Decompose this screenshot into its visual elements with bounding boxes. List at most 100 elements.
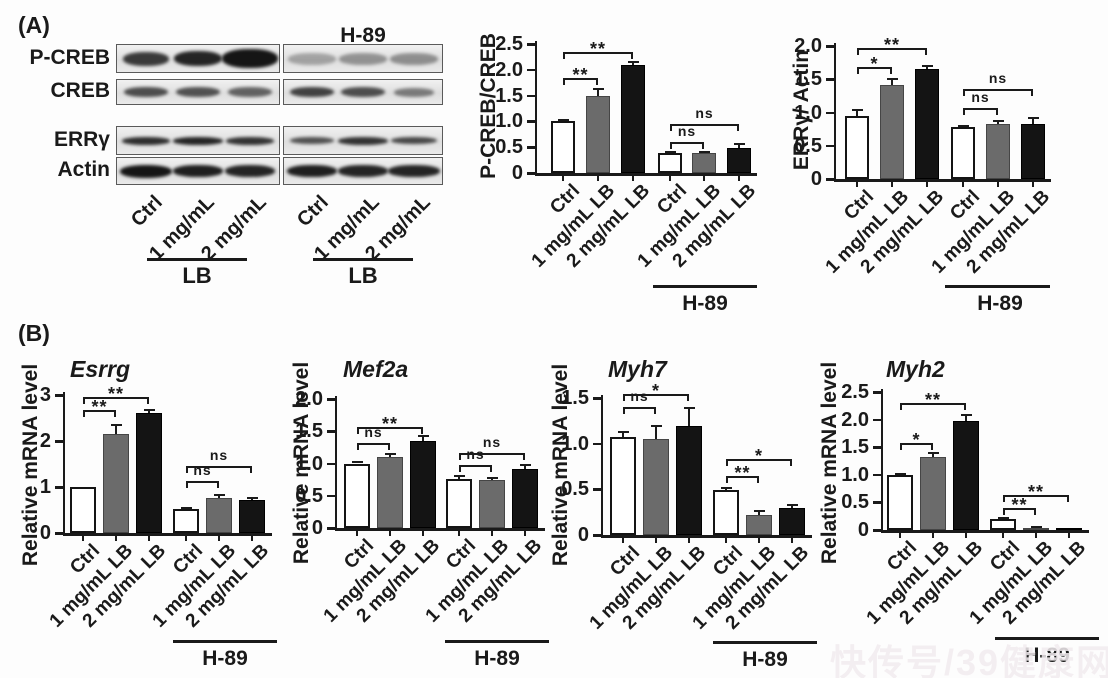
sig-label: **	[924, 390, 941, 411]
sig-label: **	[91, 396, 108, 417]
y-tick-mark	[826, 45, 834, 48]
error-bar-line	[997, 121, 999, 125]
x-tick-mark	[725, 537, 727, 543]
bar-errg-actin-0	[845, 115, 869, 179]
y-axis-title: Relative mRNA level	[19, 363, 42, 567]
bar-myh7-0	[610, 437, 636, 535]
error-bar-cap	[997, 516, 1009, 519]
y-tick-mark	[593, 442, 601, 446]
sig-label: **	[734, 462, 751, 483]
y-tick-mark	[55, 394, 63, 397]
chart-title: Esrrg	[70, 356, 131, 382]
sig-bracket-tick	[623, 407, 625, 415]
y-tick-label: 1.5	[495, 84, 523, 107]
sig-bracket-tick	[702, 142, 704, 150]
sig-bracket-tick	[857, 67, 859, 75]
bar-p-creb-creb-5	[727, 148, 751, 173]
y-tick-mark	[527, 94, 535, 98]
y-tick-mark	[593, 488, 601, 491]
error-bar-line	[632, 62, 634, 65]
error-bar-line	[622, 431, 624, 438]
sig-bracket-tick	[963, 88, 965, 96]
sig-bracket-tick	[790, 459, 792, 467]
blot-band	[289, 87, 334, 97]
sig-bracket-line	[963, 107, 998, 110]
bar-errg-actin-2	[915, 69, 939, 179]
error-bar-cap	[921, 64, 933, 67]
bar-esrrg-3	[173, 509, 199, 533]
error-bar-line	[932, 453, 934, 457]
lb-underline	[147, 258, 247, 261]
group-underline	[995, 637, 1099, 640]
x-tick-mark	[688, 537, 690, 543]
blot-band	[388, 165, 441, 177]
blot-band	[339, 52, 387, 65]
sig-label: ns	[695, 104, 714, 121]
y-tick-label: 2.0	[295, 388, 323, 410]
sig-bracket-tick	[186, 481, 188, 489]
y-tick-label: 1.0	[295, 452, 323, 475]
sig-bracket-tick	[250, 466, 252, 474]
blot-band	[226, 136, 275, 145]
sig-bracket-tick	[687, 394, 689, 402]
x-tick-mark	[632, 175, 634, 181]
error-bar-line	[655, 426, 657, 440]
sig-bracket-tick	[931, 442, 933, 450]
error-bar-line	[688, 408, 690, 427]
bar-myh7-2	[676, 426, 702, 535]
y-tick-mark	[826, 144, 834, 148]
y-axis-title: Relative mRNA level	[549, 363, 572, 567]
error-bar-line	[458, 475, 460, 479]
blot-band	[176, 87, 220, 97]
error-bar-cap	[851, 108, 863, 111]
x-tick-mark	[218, 535, 220, 541]
sig-bracket-line	[963, 88, 1033, 91]
sig-bracket-tick	[857, 47, 859, 55]
error-bar-cap	[992, 120, 1004, 123]
y-axis-line	[833, 43, 836, 182]
blot-band	[338, 136, 388, 145]
y-tick-label: 0.5	[495, 136, 523, 159]
y-tick-label: 2.5	[841, 381, 869, 403]
y-tick-label: 1.0	[561, 432, 589, 455]
panel-a-label: (A)	[18, 12, 50, 38]
error-bar-line	[738, 144, 740, 149]
x-tick-mark	[899, 532, 901, 538]
sig-bracket-line	[857, 47, 927, 50]
error-bar-cap	[894, 472, 906, 475]
blot-band	[222, 49, 279, 68]
sig-bracket-line	[186, 481, 219, 484]
blot-row-label-ERRγ: ERRγ	[53, 127, 110, 151]
sig-bracket-line	[900, 442, 933, 445]
y-tick-mark	[873, 391, 881, 394]
x-tick-mark	[791, 537, 793, 543]
sig-label: **	[107, 384, 124, 405]
sig-label: **	[572, 65, 589, 86]
error-bar-cap	[592, 87, 604, 90]
sig-bracket-line	[459, 465, 492, 468]
y-tick-mark	[873, 501, 881, 504]
group-underline	[653, 285, 757, 288]
y-axis-line	[600, 395, 603, 538]
sig-bracket-tick	[726, 459, 728, 467]
error-bar-cap	[664, 150, 676, 153]
bar-mef2a-2	[410, 440, 436, 528]
error-bar-cap	[886, 78, 898, 81]
y-tick-mark	[327, 398, 335, 401]
sig-label: **	[381, 413, 398, 434]
x-tick-mark	[932, 532, 934, 538]
bar-errg-actin-1	[880, 84, 904, 179]
y-tick-label: 0	[311, 517, 323, 539]
error-bar-line	[725, 487, 727, 491]
blot-band	[173, 136, 223, 145]
panel-b-label: (B)	[18, 320, 50, 346]
error-bar-cap	[417, 434, 429, 437]
sig-bracket-tick	[900, 403, 902, 411]
error-bar-line	[422, 435, 424, 441]
y-tick-label: 0.5	[295, 484, 323, 507]
error-bar-cap	[1027, 116, 1039, 119]
sig-label: ns	[193, 462, 212, 479]
error-bar-line	[524, 465, 526, 469]
sig-bracket-tick	[726, 475, 728, 483]
